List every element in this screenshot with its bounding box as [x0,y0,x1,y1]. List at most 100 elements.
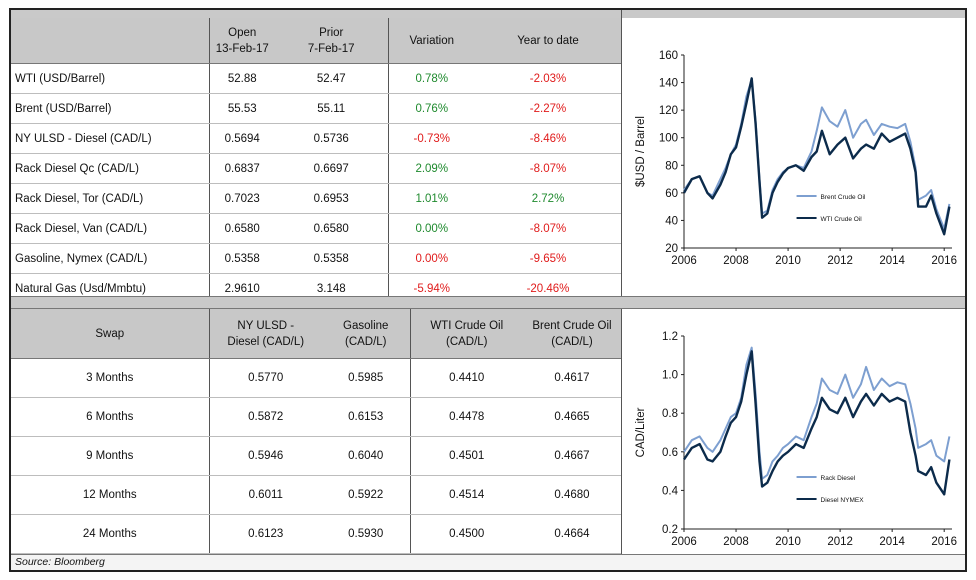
swap-table: Swap NY ULSD - Diesel (CAD/L) Gasoline (… [11,309,621,554]
variation-value: 2.09% [388,153,475,184]
swap-term: 9 Months [11,436,210,476]
swap-rows: 3 Months 0.5770 0.5985 0.4410 0.4617 6 Months… [11,358,621,554]
header-variation-label: Variation [409,34,455,47]
brent-value: 0.4664 [523,514,621,554]
legend-label: Rack Diesel [821,475,856,482]
commodity-label: Gasoline, Nymex (CAD/L) [11,243,210,274]
open-value: 0.6580 [209,213,275,244]
commodity-label: NY ULSD - Diesel (CAD/L) [11,123,210,154]
brent-value: 0.4667 [523,436,621,476]
y-tick-label: 0.6 [662,447,678,459]
variation-value: 0.00% [388,243,475,274]
prior-value: 0.6697 [275,153,389,184]
y-tick-label: 1.0 [662,370,678,382]
y-tick-label: 120 [659,105,678,117]
ytd-value: -2.27% [475,93,621,124]
ytd-value: -2.03% [475,63,621,94]
y-tick-label: 40 [665,215,678,227]
price-table-header: Open 13-Feb-17 Prior 7-Feb-17 Variation … [11,18,621,64]
swap-row: 9 Months 0.5946 0.6040 0.4501 0.4667 [11,436,621,476]
header-wti-line1: WTI Crude Oil [430,319,504,332]
prior-value: 52.47 [275,63,389,94]
y-tick-label: 60 [665,188,678,200]
swap-term: 3 Months [11,358,210,398]
swap-term: 12 Months [11,475,210,515]
ytd-value: -8.07% [475,213,621,244]
ulsd-value: 0.6123 [209,514,322,554]
swap-row: 24 Months 0.6123 0.5930 0.4500 0.4664 [11,514,621,554]
x-tick-label: 2012 [827,536,853,548]
brent-value: 0.4617 [523,358,621,398]
series-line-wti-crude-oil [682,77,951,236]
header-swap: Swap [11,309,210,359]
swap-row: 6 Months 0.5872 0.6153 0.4478 0.4665 [11,397,621,437]
header-variation: Variation [388,18,475,64]
brent-value: 0.4665 [523,397,621,437]
y-tick-label: 80 [665,160,678,172]
variation-value: 0.76% [388,93,475,124]
source-note: Source: Bloomberg [11,554,965,570]
wti-value: 0.4410 [410,358,523,398]
header-swap-label: Swap [95,327,125,340]
wti-value: 0.4514 [410,475,523,515]
header-brent: Brent Crude Oil (CAD/L) [523,309,621,359]
y-axis-label: $USD / Barrel [635,116,647,187]
x-tick-label: 2012 [827,255,853,267]
legend-label: Diesel NYMEX [821,497,865,504]
commodity-label: WTI (USD/Barrel) [11,63,210,94]
y-axis-label: CAD/Liter [635,407,647,457]
variation-value: 1.01% [388,183,475,214]
open-value: 55.53 [209,93,275,124]
header-ytd-label: Year to date [517,34,579,47]
price-row: Rack Diesel, Tor (CAD/L) 0.7023 0.6953 1.01… [11,183,621,214]
ulsd-value: 0.5770 [209,358,322,398]
header-wti-line2: (CAD/L) [445,335,488,348]
top-band [11,10,965,18]
y-tick-label: 100 [659,133,678,145]
prior-value: 0.6580 [275,213,389,244]
x-tick-label: 2006 [671,536,697,548]
y-tick-label: 0.2 [662,524,678,536]
legend-label: WTI Crude Oil [821,216,863,223]
y-tick-label: 160 [659,50,678,62]
price-row: NY ULSD - Diesel (CAD/L) 0.5694 0.5736 -0.7… [11,123,621,154]
header-prior-label: Prior [319,26,344,39]
variation-value: 0.78% [388,63,475,94]
y-tick-label: 0.8 [662,408,678,420]
gasoline-value: 0.6040 [322,436,411,476]
header-gasoline-line1: Gasoline [343,319,389,332]
header-brent-line2: (CAD/L) [551,335,593,348]
gasoline-value: 0.5985 [322,358,411,398]
x-tick-label: 2014 [879,536,905,548]
header-blank [11,18,210,64]
header-open-label: Open [228,26,257,39]
open-value: 0.5694 [209,123,275,154]
series-line-brent-crude-oil [683,78,951,230]
x-tick-label: 2010 [775,536,801,548]
open-value: 0.6837 [209,153,275,184]
brent-value: 0.4680 [523,475,621,515]
series-line-diesel-nymex [683,350,951,496]
open-value: 0.7023 [209,183,275,214]
header-ulsd-line1: NY ULSD - [237,319,295,332]
header-gasoline-line2: (CAD/L) [344,335,387,348]
price-row: Gasoline, Nymex (CAD/L) 0.5358 0.5358 0.00%… [11,243,621,274]
header-ytd: Year to date [475,18,621,64]
header-open-date: 13-Feb-17 [215,42,269,55]
variation-value: -0.73% [388,123,475,154]
swap-row: 12 Months 0.6011 0.5922 0.4514 0.4680 [11,475,621,515]
swap-term: 6 Months [11,397,210,437]
prior-value: 0.6953 [275,183,389,214]
swap-table-header: Swap NY ULSD - Diesel (CAD/L) Gasoline (… [11,309,621,359]
x-tick-label: 2008 [723,255,749,267]
wti-value: 0.4500 [410,514,523,554]
header-prior: Prior 7-Feb-17 [275,18,389,64]
y-tick-label: 1.2 [662,331,678,343]
gasoline-value: 0.5922 [322,475,411,515]
header-ulsd-line2: Diesel (CAD/L) [227,335,305,348]
header-prior-date: 7-Feb-17 [307,42,355,55]
legend-label: Brent Crude Oil [821,194,866,201]
header-brent-line1: Brent Crude Oil [532,319,612,332]
wti-value: 0.4501 [410,436,523,476]
prior-value: 0.5358 [275,243,389,274]
